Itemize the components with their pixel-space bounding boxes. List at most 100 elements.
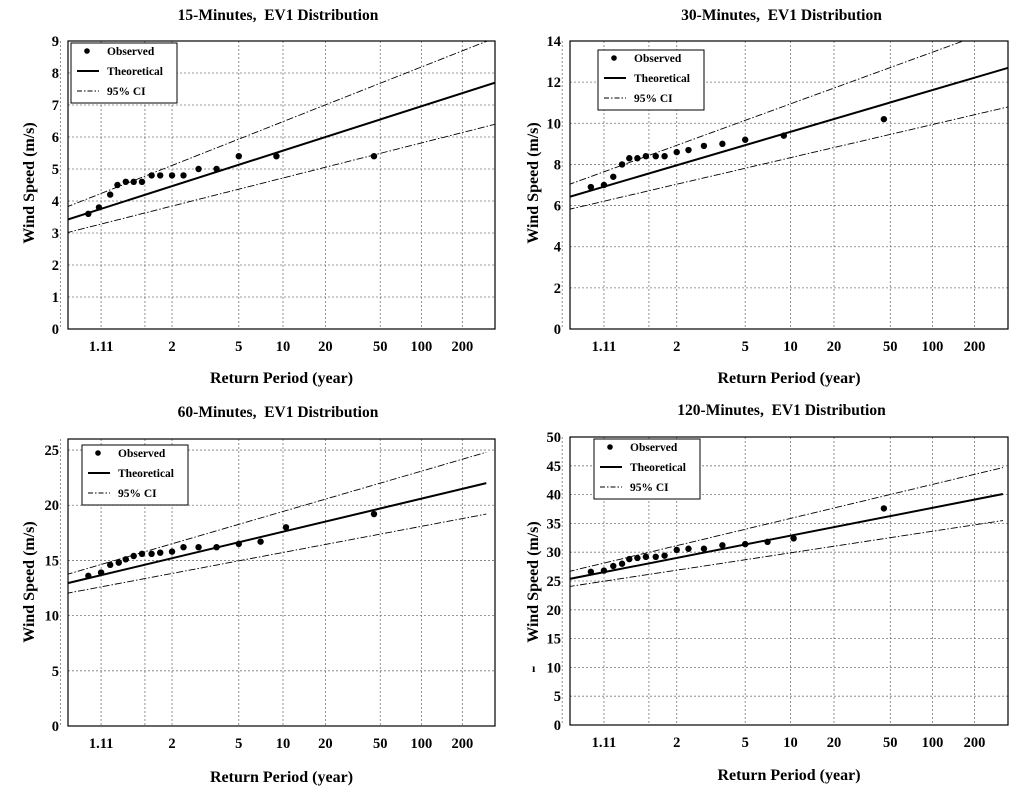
x-axis-label: Return Period (year) — [209, 370, 354, 387]
observed-point — [626, 155, 633, 162]
chart-title: 60-Minutes, EV1 Distribution — [177, 404, 379, 421]
chart-plot-30min: 0 2 4 6 8 10 12 14 1.11 2 5 10 20 50 100 200 Observed The… — [547, 34, 1009, 355]
chart-title: 15-Minutes, EV1 Distribution — [177, 7, 379, 24]
plot-frame — [569, 40, 1009, 330]
legend-label: Theoretical — [630, 462, 686, 474]
y-tick-label: 3 — [52, 226, 59, 242]
x-axis-label: Return Period (year) — [717, 370, 861, 387]
y-tick-label: 0 — [554, 718, 561, 734]
chart-panel-15min: 15-Minutes, EV1 Distribution 0 1 2 3 4 5 6 7 8 9 1… — [0, 0, 506, 395]
observed-point — [673, 546, 680, 554]
plot-frame — [569, 436, 1009, 726]
y-tick-label: 20 — [45, 498, 60, 514]
observed-point — [880, 115, 888, 123]
ci-line — [68, 41, 489, 207]
x-axis-label: Return Period (year) — [209, 769, 354, 786]
observed-point — [114, 181, 121, 189]
x-tick-label: 5 — [742, 339, 749, 355]
observed-point — [370, 510, 378, 518]
y-tick-label: 0 — [52, 719, 59, 735]
legend-label: Observed — [634, 53, 682, 65]
legend-label: 95% CI — [118, 488, 157, 500]
observed-point — [652, 553, 659, 561]
observed-point — [235, 153, 242, 160]
observed-point — [642, 153, 650, 160]
observed-point — [106, 191, 114, 198]
observed-point — [642, 553, 650, 561]
x-tick-label: 100 — [411, 736, 433, 752]
x-tick-label: 1.11 — [89, 339, 114, 355]
y-tick-label: 12 — [547, 75, 562, 91]
observed-point — [610, 173, 617, 180]
observed-point — [610, 562, 617, 570]
observed-point — [138, 178, 146, 185]
ci-line — [68, 513, 487, 594]
observed-point — [661, 153, 668, 160]
y-tick-label: 5 — [52, 162, 59, 178]
x-tick-label: 10 — [783, 339, 798, 355]
y-tick-label: 25 — [547, 574, 562, 590]
x-tick-label: 1.11 — [592, 339, 617, 355]
observed-point — [257, 538, 264, 545]
legend-label: Theoretical — [118, 468, 174, 480]
x-tick-label: 50 — [883, 339, 898, 355]
legend-label: Observed — [118, 448, 166, 460]
legend-label: 95% CI — [634, 93, 673, 105]
x-tick-label: 10 — [783, 735, 798, 751]
y-tick-label: 0 — [554, 322, 561, 338]
y-tick-label: 15 — [45, 553, 60, 569]
y-tick-label: 6 — [52, 130, 59, 146]
chart-title: 30-Minutes, EV1 Distribution — [681, 7, 882, 24]
observed-point — [587, 568, 595, 575]
x-tick-label: 20 — [318, 339, 333, 355]
legend-label: Observed — [630, 442, 678, 454]
y-tick-label: 7 — [52, 98, 59, 114]
y-tick-label: 40 — [547, 488, 562, 504]
observed-point — [180, 172, 187, 179]
observed-point — [719, 140, 726, 148]
observed-point — [661, 552, 668, 559]
x-tick-label: 100 — [922, 735, 944, 751]
y-tick-label: 8 — [554, 157, 561, 173]
ci-line — [570, 520, 1004, 587]
legend-label: 95% CI — [107, 86, 146, 98]
x-tick-label: 200 — [451, 736, 473, 752]
observed-point — [157, 549, 164, 556]
observed-point — [634, 554, 641, 562]
series-group — [68, 451, 487, 594]
theoretical-line — [68, 81, 495, 221]
x-tick-label: 1.11 — [89, 736, 114, 752]
observed-point — [652, 153, 659, 160]
observed-point — [195, 543, 202, 551]
y-tick-label: 50 — [547, 430, 562, 446]
y-tick-label: 35 — [547, 516, 562, 532]
y-tick-label: 20 — [547, 603, 562, 619]
legend-label: Theoretical — [107, 66, 163, 78]
observed-point — [168, 172, 176, 179]
observed-point — [719, 542, 726, 549]
chart-plot-15min: 0 1 2 3 4 5 6 7 8 9 1.11 2 5 10 20 50 100 200 Observed Theo… — [52, 34, 496, 355]
legend-marker-observed — [95, 450, 101, 456]
observed-point — [195, 165, 202, 173]
x-tick-label: 50 — [373, 736, 388, 752]
x-tick-label: 200 — [964, 339, 986, 355]
x-tick-label: 2 — [673, 339, 680, 355]
x-tick-label: 50 — [883, 735, 898, 751]
x-tick-label: 10 — [276, 736, 291, 752]
y-axis-label: Wind Speed (m/s) — [21, 122, 38, 244]
y-tick-label: 4 — [554, 240, 561, 256]
plot-frame — [67, 40, 496, 330]
observed-point — [157, 172, 164, 179]
x-axis-label: Return Period (year) — [717, 767, 861, 784]
observed-point — [168, 548, 176, 555]
y-axis-label: Wind Speed (m/s) — [525, 122, 542, 244]
x-tick-label: 100 — [411, 339, 433, 355]
observed-point — [790, 535, 797, 542]
y-axis-label: Wind Speed (m/s) — [525, 521, 542, 643]
x-tick-label: 5 — [742, 735, 749, 751]
legend-label: 95% CI — [630, 482, 669, 494]
y-tick-label: 8 — [52, 66, 59, 82]
observed-point — [685, 545, 692, 552]
